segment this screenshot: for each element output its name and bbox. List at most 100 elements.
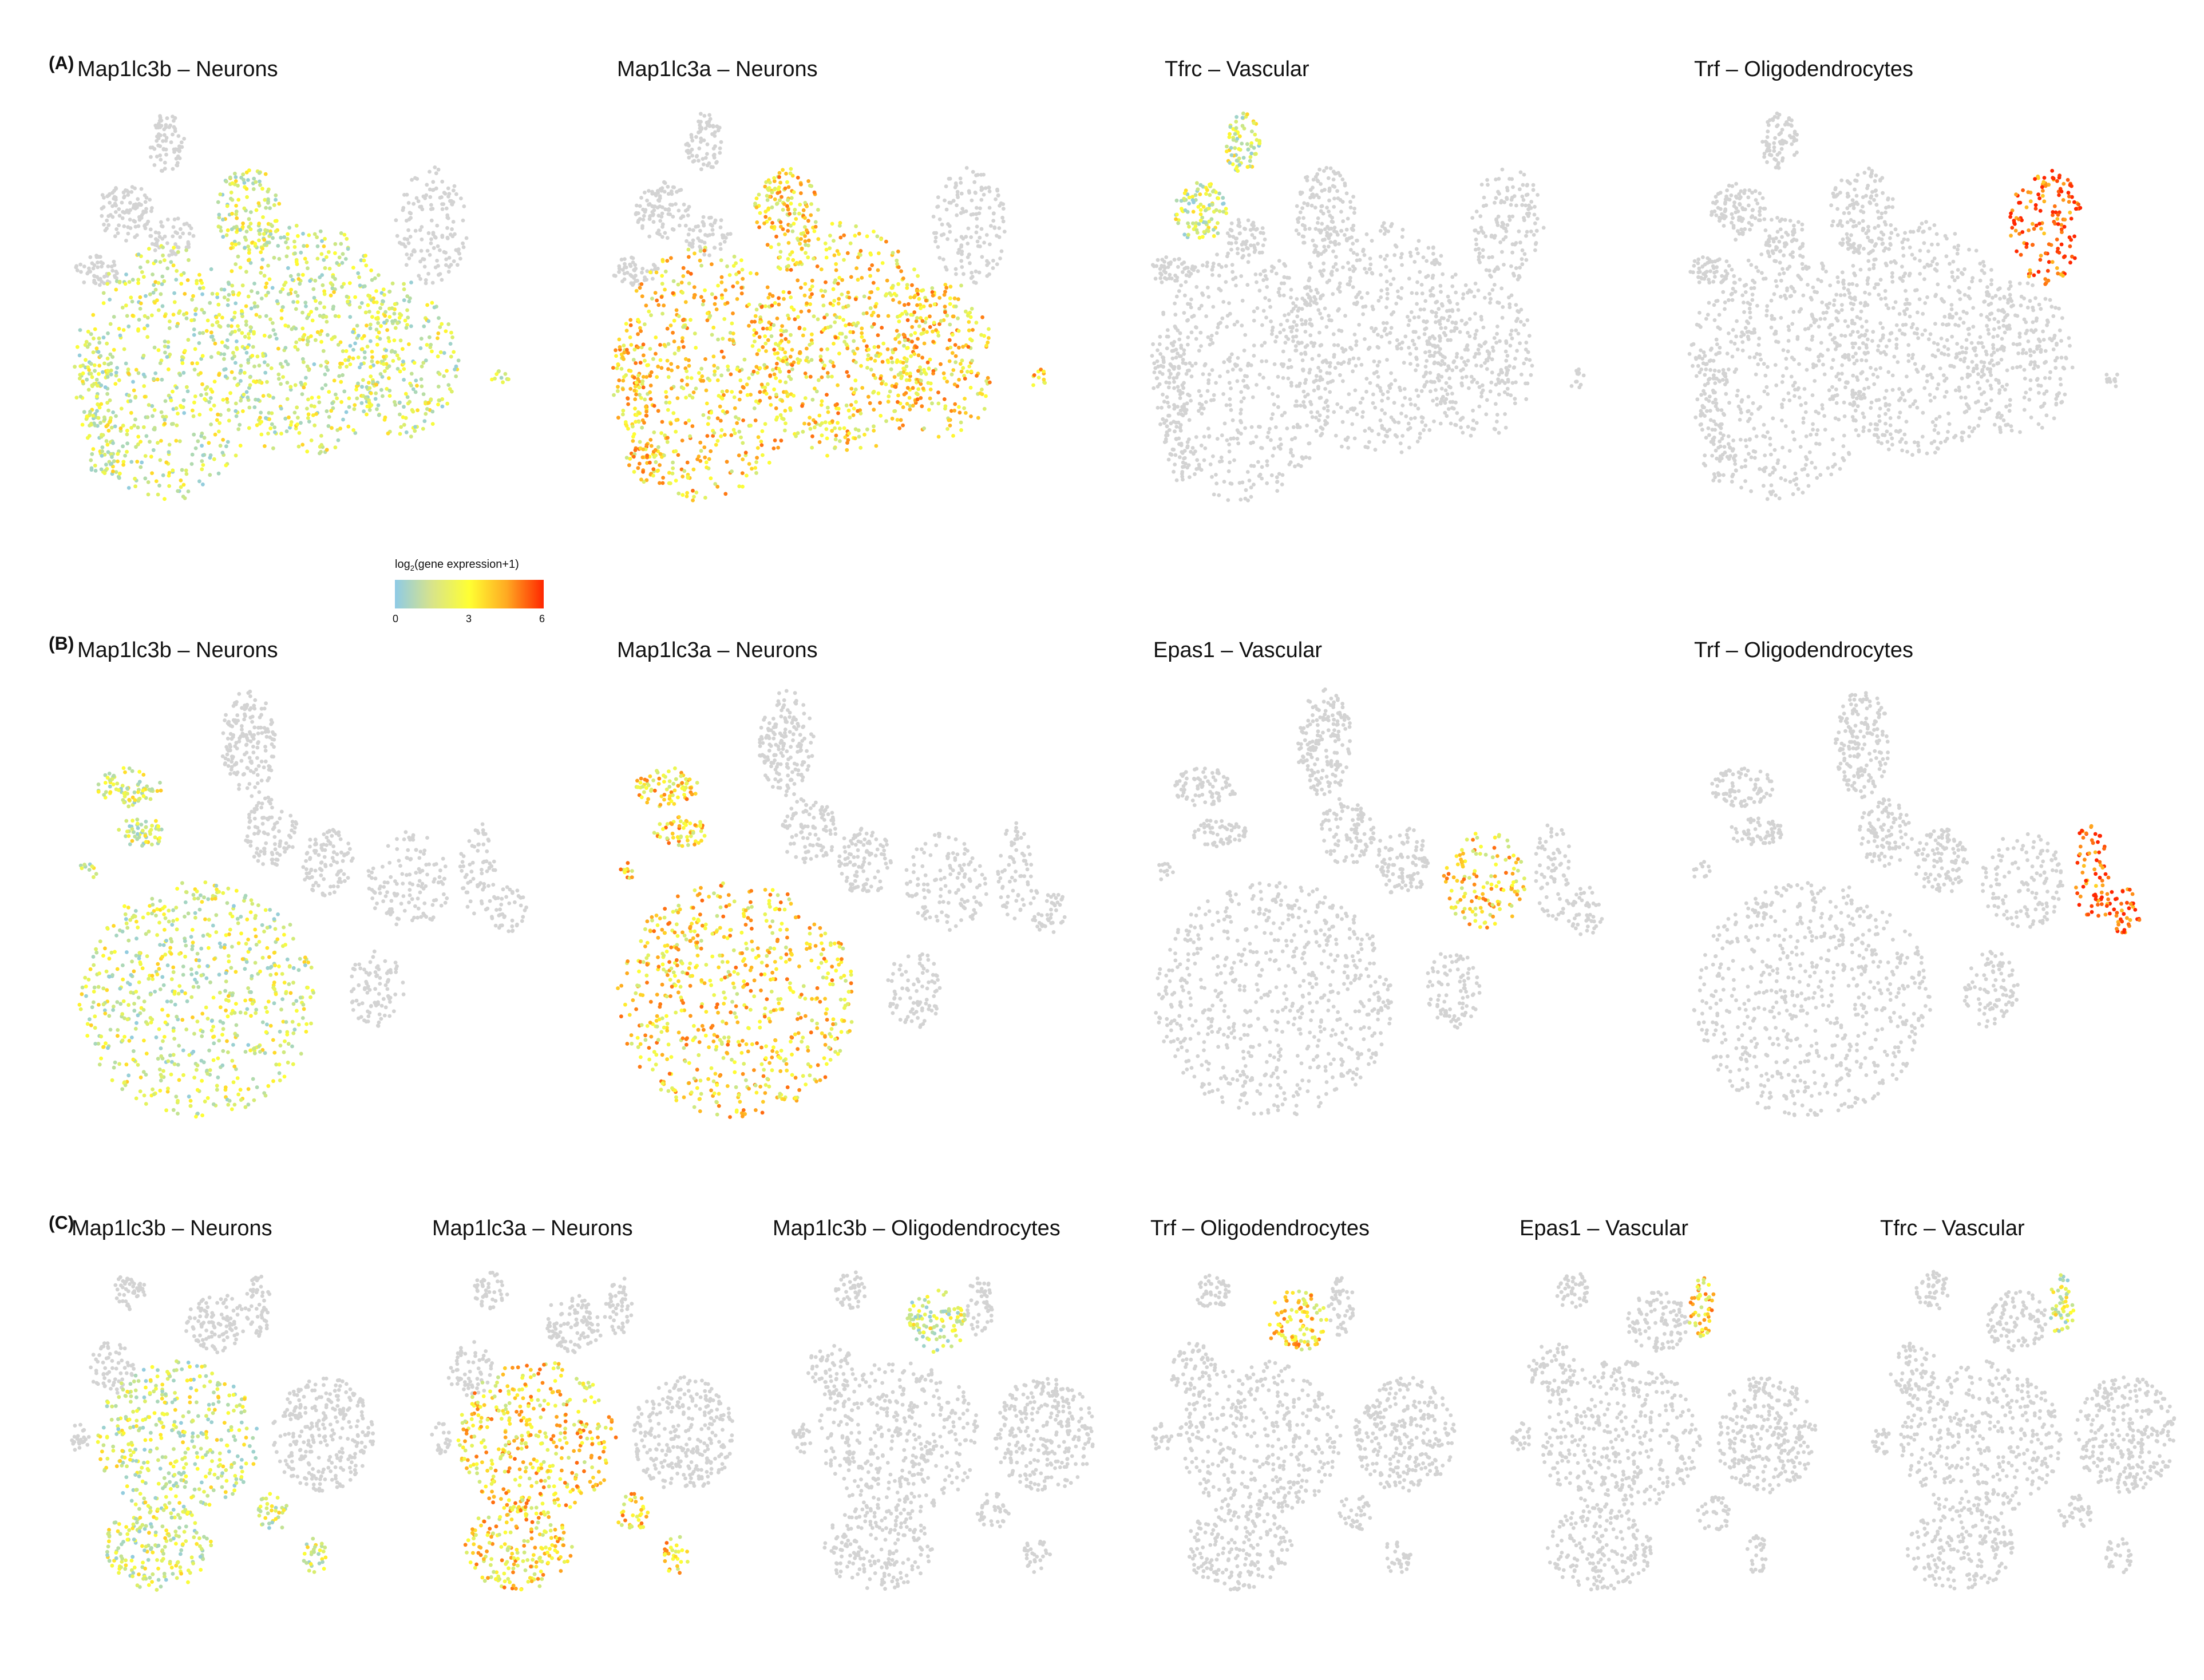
expressing-cell-point bbox=[242, 180, 247, 185]
background-cell-point bbox=[1274, 425, 1278, 429]
expressing-cell-point bbox=[450, 389, 454, 394]
expressing-cell-point bbox=[376, 317, 380, 321]
expressing-cell-point bbox=[89, 362, 93, 366]
expressing-cell-point bbox=[771, 367, 775, 372]
background-cell-point bbox=[1381, 321, 1386, 325]
expressing-cell-point bbox=[257, 238, 261, 243]
background-cell-point bbox=[1294, 334, 1299, 339]
expressing-cell-point bbox=[366, 293, 370, 298]
background-cell-point bbox=[163, 160, 167, 165]
expressing-cell-point bbox=[246, 395, 250, 400]
expressing-cell-point bbox=[320, 273, 325, 277]
background-cell-point bbox=[1387, 384, 1391, 388]
background-cell-point bbox=[429, 218, 434, 223]
expressing-cell-point bbox=[225, 303, 230, 307]
expressing-cell-point bbox=[825, 436, 829, 441]
expressing-cell-point bbox=[121, 460, 126, 464]
background-cell-point bbox=[1317, 353, 1321, 358]
background-cell-point bbox=[1176, 264, 1180, 269]
expressing-cell-point bbox=[956, 329, 961, 333]
expressing-cell-point bbox=[102, 452, 107, 457]
background-cell-point bbox=[955, 203, 959, 207]
expressing-cell-point bbox=[259, 410, 263, 415]
expressing-cell-point bbox=[643, 397, 647, 402]
expressing-cell-point bbox=[242, 393, 246, 397]
expressing-cell-point bbox=[151, 448, 156, 452]
background-cell-point bbox=[682, 202, 686, 207]
background-cell-point bbox=[1232, 322, 1237, 327]
expressing-cell-point bbox=[397, 315, 402, 320]
expressing-cell-point bbox=[896, 250, 900, 254]
background-cell-point bbox=[956, 251, 960, 255]
expressing-cell-point bbox=[300, 272, 305, 277]
expressing-cell-point bbox=[980, 392, 984, 396]
background-cell-point bbox=[1270, 329, 1275, 333]
background-cell-point bbox=[406, 241, 411, 246]
expressing-cell-point bbox=[984, 379, 988, 384]
expressing-cell-point bbox=[656, 468, 660, 473]
expressing-cell-point bbox=[771, 323, 776, 327]
expressing-cell-point bbox=[676, 282, 680, 287]
expressing-cell-point bbox=[117, 280, 122, 284]
background-cell-point bbox=[690, 244, 694, 249]
expressing-cell-point bbox=[363, 284, 367, 288]
expressing-cell-point bbox=[1198, 208, 1203, 212]
expressing-cell-point bbox=[319, 329, 324, 333]
expressing-cell-point bbox=[701, 302, 705, 307]
expressing-cell-point bbox=[224, 179, 228, 184]
background-cell-point bbox=[1383, 326, 1387, 331]
expressing-cell-point bbox=[426, 319, 431, 323]
expressing-cell-point bbox=[255, 291, 260, 295]
expressing-cell-point bbox=[735, 297, 739, 301]
background-cell-point bbox=[1275, 335, 1279, 339]
background-cell-point bbox=[1263, 237, 1267, 242]
expressing-cell-point bbox=[345, 236, 349, 241]
expressing-cell-point bbox=[326, 424, 331, 428]
expressing-cell-point bbox=[648, 270, 652, 275]
expressing-cell-point bbox=[352, 407, 357, 412]
expressing-cell-point bbox=[343, 257, 348, 261]
expressing-cell-point bbox=[627, 463, 631, 468]
expressing-cell-point bbox=[741, 457, 745, 461]
background-cell-point bbox=[94, 255, 99, 259]
expressing-cell-point bbox=[1198, 218, 1203, 223]
expressing-cell-point bbox=[267, 411, 271, 415]
background-cell-point bbox=[1454, 290, 1458, 295]
expressing-cell-point bbox=[194, 307, 199, 311]
expressing-cell-point bbox=[171, 313, 176, 317]
expressing-cell-point bbox=[234, 453, 238, 458]
background-cell-point bbox=[1261, 278, 1265, 282]
background-cell-point bbox=[1328, 364, 1332, 369]
expressing-cell-point bbox=[216, 351, 220, 355]
expressing-cell-point bbox=[116, 475, 121, 479]
expressing-cell-point bbox=[987, 327, 991, 331]
expressing-cell-point bbox=[78, 394, 83, 399]
expressing-cell-point bbox=[937, 322, 941, 326]
expressing-cell-point bbox=[224, 233, 229, 238]
background-cell-point bbox=[1162, 269, 1166, 273]
expressing-cell-point bbox=[337, 255, 342, 260]
expressing-cell-point bbox=[842, 426, 846, 430]
background-cell-point bbox=[1285, 275, 1289, 280]
expressing-cell-point bbox=[123, 453, 127, 458]
expressing-cell-point bbox=[113, 382, 118, 386]
expressing-cell-point bbox=[737, 484, 742, 488]
expressing-cell-point bbox=[688, 318, 693, 322]
expressing-cell-point bbox=[315, 235, 319, 239]
background-cell-point bbox=[1230, 418, 1235, 422]
expressing-cell-point bbox=[367, 408, 372, 412]
expressing-cell-point bbox=[140, 270, 144, 274]
expressing-cell-point bbox=[414, 378, 418, 383]
background-cell-point bbox=[159, 157, 163, 162]
expressing-cell-point bbox=[108, 352, 113, 357]
background-cell-point bbox=[955, 213, 959, 218]
expressing-cell-point bbox=[1174, 198, 1179, 203]
expressing-cell-point bbox=[852, 339, 856, 343]
expressing-cell-point bbox=[659, 431, 663, 435]
background-cell-point bbox=[1300, 358, 1305, 362]
expressing-cell-point bbox=[683, 421, 688, 425]
expressing-cell-point bbox=[143, 454, 148, 458]
expressing-cell-point bbox=[323, 372, 327, 377]
expressing-cell-point bbox=[905, 286, 909, 290]
expressing-cell-point bbox=[876, 345, 881, 349]
